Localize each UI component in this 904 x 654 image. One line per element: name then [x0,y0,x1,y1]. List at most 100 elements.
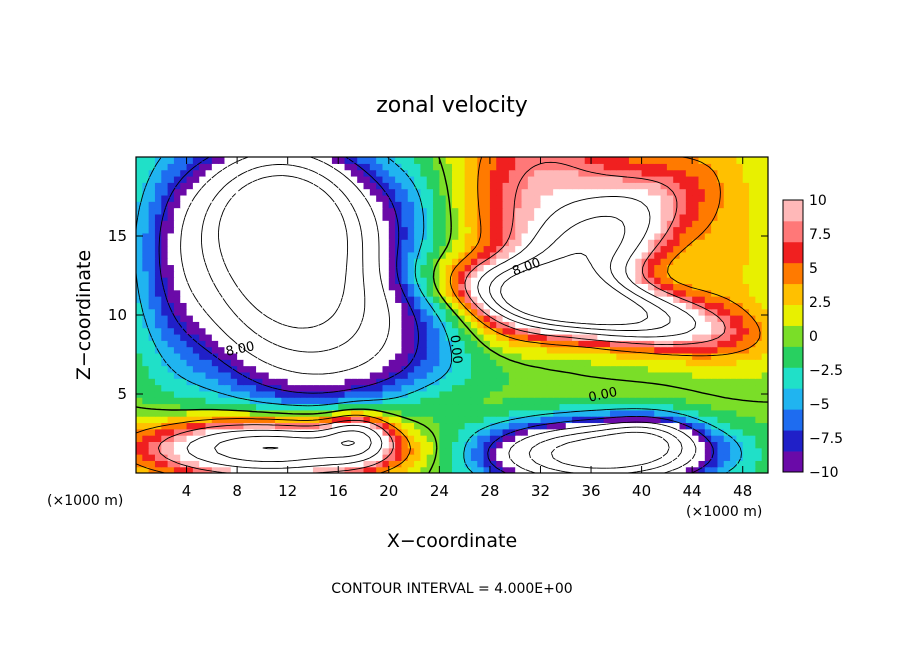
field-cell [610,169,617,177]
field-cell [546,409,554,417]
field-cell [673,283,681,291]
field-cell [515,435,523,442]
field-cell [363,435,371,442]
field-cell [287,384,295,392]
field-cell [376,428,384,436]
field-cell [300,207,308,215]
field-cell [401,315,409,322]
field-cell [224,213,232,221]
field-cell [572,365,579,373]
field-cell [597,220,605,228]
field-cell [584,365,592,373]
field-cell [534,220,542,228]
field-cell [597,163,605,171]
field-cell [635,441,643,449]
field-cell [186,371,194,379]
field-cell [489,201,497,209]
field-cell [218,397,226,405]
field-cell [502,289,510,297]
field-cell [192,264,200,272]
field-cell [262,327,270,335]
field-cell [433,365,440,373]
field-cell [736,175,744,183]
field-cell [452,169,459,177]
field-cell [508,258,516,266]
field-cell [654,296,662,303]
field-cell [363,296,371,303]
field-cell [635,308,643,316]
field-cell [199,245,207,253]
field-cell [647,213,655,221]
field-cell [521,270,529,278]
field-cell [439,384,447,392]
field-cell [369,277,377,284]
field-cell [502,182,510,190]
field-cell [294,416,301,424]
field-cell [218,428,226,436]
field-cell [534,232,542,240]
field-cell [211,194,219,202]
field-cell [540,378,548,386]
field-cell [647,435,655,442]
field-cell [256,321,263,329]
field-cell [628,175,636,183]
field-cell [452,409,459,417]
field-cell [325,157,333,164]
field-cell [711,302,719,310]
field-cell [376,289,384,297]
field-cell [616,232,624,240]
field-cell [515,365,523,373]
field-cell [489,194,497,202]
field-cell [445,390,453,398]
field-cell [344,315,352,322]
field-cell [136,264,143,272]
field-cell [711,270,719,278]
field-cell [161,365,169,373]
field-cell [180,201,188,209]
field-cell [256,416,263,424]
field-cell [647,365,655,373]
field-cell [711,157,719,164]
field-cell [540,213,548,221]
field-cell [755,220,763,228]
field-cell [401,422,409,430]
field-cell [502,220,510,228]
field-cell [218,352,226,360]
field-cell [622,435,630,442]
field-cell [262,251,270,259]
field-cell [673,289,681,297]
field-cell [357,213,365,221]
field-cell [167,447,175,455]
field-cell [692,163,700,171]
field-cell [452,270,459,278]
field-cell [369,416,377,424]
field-cell [761,346,768,354]
field-cell [268,277,276,284]
field-cell [211,251,219,259]
field-cell [256,245,263,253]
field-cell [723,321,731,329]
field-cell [622,315,630,322]
field-cell [287,296,295,303]
field-cell [243,226,251,234]
field-cell [395,283,403,291]
field-cell [294,283,301,291]
field-cell [268,352,276,360]
field-cell [755,182,763,190]
field-cell [407,283,415,291]
field-cell [647,315,655,322]
field-cell [142,460,150,468]
field-cell [673,378,681,386]
field-cell [414,245,421,253]
field-cell [496,365,504,373]
field-cell [218,441,226,449]
field-cell [654,365,662,373]
field-cell [300,157,308,164]
field-cell [161,182,169,190]
field-cell [414,283,421,291]
field-cell [584,340,592,348]
field-cell [692,182,700,190]
field-cell [534,466,542,473]
field-cell [508,454,516,461]
field-cell [205,315,213,322]
